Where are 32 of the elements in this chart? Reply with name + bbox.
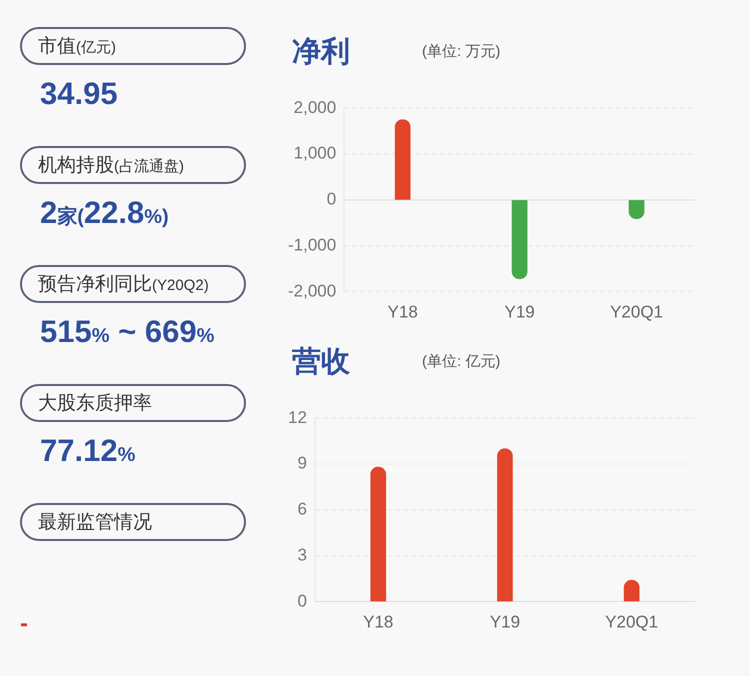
text: 大股东质押率 bbox=[38, 392, 152, 416]
text: 34.95 bbox=[40, 76, 118, 111]
x-tick-label: Y20Q1 bbox=[605, 612, 658, 632]
y-tick-label: 6 bbox=[297, 500, 307, 519]
y-tick-label: 0 bbox=[297, 591, 307, 610]
x-tick-label: Y18 bbox=[363, 612, 394, 632]
text: 预告净利同比(Y20Q2) bbox=[38, 273, 209, 297]
text: 515% ~ 669% bbox=[40, 314, 214, 349]
x-tick-label: Y20Q1 bbox=[610, 302, 664, 322]
chart-title: 净利 bbox=[292, 35, 350, 70]
y-tick-label: 1,000 bbox=[294, 144, 336, 163]
chart-subtitle: (单位: 万元) bbox=[422, 42, 500, 61]
y-tick-label: 0 bbox=[326, 190, 336, 209]
x-tick-label: Y19 bbox=[504, 302, 535, 322]
text: 2家(22.8%) bbox=[40, 195, 169, 230]
text: 77.12% bbox=[40, 433, 136, 468]
x-tick-label: Y18 bbox=[388, 302, 418, 322]
text: 市值(亿元) bbox=[38, 35, 116, 59]
y-tick-label: -2,000 bbox=[288, 281, 336, 300]
text: - bbox=[20, 610, 28, 637]
y-tick-label: 2,000 bbox=[294, 98, 336, 117]
text: 最新监管情况 bbox=[38, 511, 152, 535]
chart-subtitle: (单位: 亿元) bbox=[422, 352, 500, 371]
text: 机构持股(占流通盘) bbox=[38, 154, 184, 178]
x-tick-label: Y19 bbox=[490, 612, 520, 632]
bar bbox=[497, 448, 513, 602]
y-tick-label: 3 bbox=[297, 545, 307, 564]
y-tick-label: 12 bbox=[288, 408, 307, 427]
y-tick-label: -1,000 bbox=[288, 235, 336, 254]
y-tick-label: 9 bbox=[297, 454, 307, 473]
chart-title: 营收 bbox=[292, 345, 350, 380]
bar bbox=[370, 466, 386, 602]
